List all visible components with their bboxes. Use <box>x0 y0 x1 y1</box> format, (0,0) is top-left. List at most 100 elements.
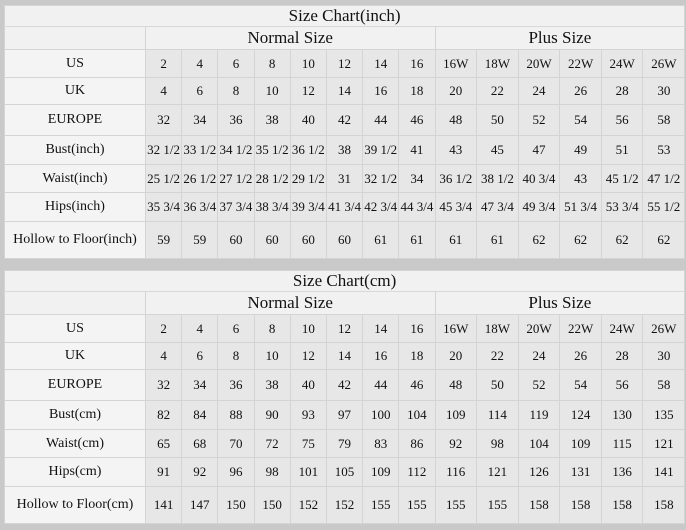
size-value-cell: 14 <box>325 77 364 105</box>
size-value-cell: 8 <box>217 342 255 370</box>
table-row: Hips(cm) 91 92 96 98 101 105 109 112 116 121 126 131… <box>4 457 686 487</box>
size-chart-cm-table: Size Chart(cm) Normal Size Plus Size US 2 4 6 8… <box>3 270 686 524</box>
size-value-cell: 46 <box>398 369 436 401</box>
size-value-cell: 116 <box>434 457 478 487</box>
size-value-cell: 47 1/2 <box>642 164 686 193</box>
size-value-cell: 29 1/2 <box>289 164 327 193</box>
size-value-cell: 104 <box>398 400 436 430</box>
size-value-cell: 39 3/4 <box>289 192 327 222</box>
size-value-cell: 45 <box>476 135 519 165</box>
row-label: EUROPE <box>4 369 146 401</box>
row-label: UK <box>4 342 146 370</box>
size-value-cell: 104 <box>517 429 561 458</box>
size-value-cell: 51 <box>600 135 644 165</box>
size-value-cell: 121 <box>476 457 519 487</box>
size-value-cell: 60 <box>289 221 327 259</box>
table-row: Hips(inch) 35 3/4 36 3/4 37 3/4 38 3/4 39 3/4… <box>4 192 686 222</box>
size-value-cell: 28 1/2 <box>253 164 291 193</box>
size-value-cell: 155 <box>362 486 400 524</box>
size-value-cell: 47 <box>517 135 561 165</box>
size-value-cell: 10 <box>253 77 291 105</box>
size-value-cell: 6 <box>217 314 255 343</box>
size-value-cell: 45 3/4 <box>434 192 478 222</box>
size-value-cell: 48 <box>434 104 478 136</box>
size-value-cell: 10 <box>289 49 327 78</box>
table-row: Hollow to Floor(inch) 59 59 60 60 60 60 61 61 61 6… <box>4 221 686 259</box>
size-value-cell: 41 <box>398 135 436 165</box>
size-value-cell: 109 <box>362 457 400 487</box>
size-value-cell: 38 <box>253 104 291 136</box>
size-value-cell: 147 <box>181 486 219 524</box>
size-value-cell: 43 <box>559 164 602 193</box>
size-value-cell: 70 <box>217 429 255 458</box>
size-value-cell: 42 <box>325 104 364 136</box>
row-label: Hips(inch) <box>4 192 146 222</box>
size-value-cell: 49 3/4 <box>517 192 561 222</box>
size-value-cell: 12 <box>289 342 327 370</box>
size-value-cell: 47 3/4 <box>476 192 519 222</box>
size-value-cell: 30 <box>642 77 686 105</box>
size-value-cell: 6 <box>217 49 255 78</box>
row-label: UK <box>4 77 146 105</box>
row-label: Hips(cm) <box>4 457 146 487</box>
size-value-cell: 20W <box>517 314 561 343</box>
size-value-cell: 72 <box>253 429 291 458</box>
size-value-cell: 91 <box>144 457 183 487</box>
size-value-cell: 32 <box>144 104 183 136</box>
row-label: US <box>4 314 146 343</box>
size-value-cell: 2 <box>144 49 183 78</box>
size-value-cell: 62 <box>517 221 561 259</box>
size-value-cell: 16W <box>434 49 478 78</box>
size-value-cell: 97 <box>325 400 364 430</box>
chart-title: Size Chart(inch) <box>3 5 686 27</box>
size-value-cell: 62 <box>642 221 686 259</box>
size-value-cell: 44 <box>362 369 400 401</box>
size-value-cell: 18 <box>398 342 436 370</box>
size-value-cell: 88 <box>217 400 255 430</box>
size-value-cell: 152 <box>289 486 327 524</box>
size-value-cell: 75 <box>289 429 327 458</box>
table-row: UK 4 6 8 10 12 14 16 18 20 22 24 26 28 30 <box>4 342 686 370</box>
normal-size-header: Normal Size <box>145 291 436 315</box>
size-value-cell: 158 <box>517 486 561 524</box>
size-value-cell: 58 <box>642 369 686 401</box>
size-value-cell: 126 <box>517 457 561 487</box>
size-value-cell: 98 <box>253 457 291 487</box>
size-value-cell: 68 <box>181 429 219 458</box>
size-value-cell: 119 <box>517 400 561 430</box>
size-value-cell: 58 <box>642 104 686 136</box>
table-row: US 2 4 6 8 10 12 14 16 16W 18W 20W 22W 24W 26W <box>4 49 686 78</box>
size-value-cell: 93 <box>289 400 327 430</box>
size-value-cell: 50 <box>476 369 519 401</box>
plus-size-header: Plus Size <box>434 26 686 50</box>
size-value-cell: 16 <box>362 342 400 370</box>
row-label: Hollow to Floor(cm) <box>4 486 146 524</box>
size-value-cell: 26W <box>642 314 686 343</box>
size-value-cell: 62 <box>600 221 644 259</box>
size-value-cell: 101 <box>289 457 327 487</box>
table-row: UK 4 6 8 10 12 14 16 18 20 22 24 26 28 30 <box>4 77 686 105</box>
size-value-cell: 6 <box>181 342 219 370</box>
size-value-cell: 12 <box>325 314 364 343</box>
size-chart-inch-table: Size Chart(inch) Normal Size Plus Size US 2 4… <box>3 5 686 259</box>
size-value-cell: 51 3/4 <box>559 192 602 222</box>
size-value-cell: 155 <box>434 486 478 524</box>
size-value-cell: 24W <box>600 49 644 78</box>
size-value-cell: 36 1/2 <box>289 135 327 165</box>
size-value-cell: 22 <box>476 342 519 370</box>
size-value-cell: 155 <box>476 486 519 524</box>
size-value-cell: 35 3/4 <box>144 192 183 222</box>
size-value-cell: 32 1/2 <box>362 164 400 193</box>
size-value-cell: 136 <box>600 457 644 487</box>
table-row: Waist(cm) 65 68 70 72 75 79 83 86 92 98 104 109 115 12… <box>4 429 686 458</box>
size-value-cell: 38 3/4 <box>253 192 291 222</box>
size-value-cell: 55 1/2 <box>642 192 686 222</box>
size-value-cell: 38 1/2 <box>476 164 519 193</box>
table-row: Bust(cm) 82 84 88 90 93 97 100 104 109 114 119 124 13… <box>4 400 686 430</box>
size-value-cell: 150 <box>217 486 255 524</box>
size-value-cell: 26W <box>642 49 686 78</box>
size-value-cell: 26 1/2 <box>181 164 219 193</box>
size-value-cell: 34 <box>398 164 436 193</box>
size-value-cell: 20 <box>434 342 478 370</box>
size-value-cell: 14 <box>362 314 400 343</box>
